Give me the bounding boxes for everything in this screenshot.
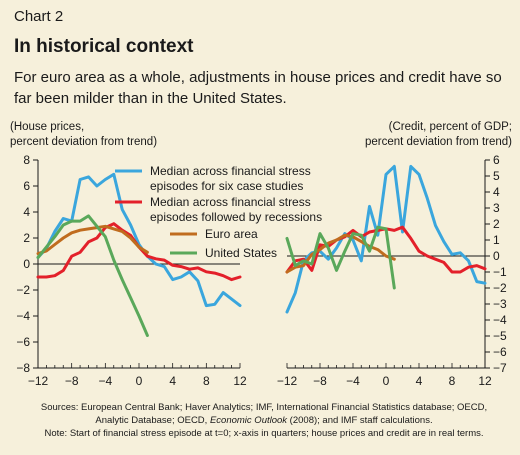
right-axis-title-line1: (Credit, percent of GDP; bbox=[388, 121, 512, 133]
y-tick-label: −1 bbox=[493, 265, 507, 279]
chart-number: Chart 2 bbox=[14, 8, 64, 25]
right-axis-title-line2: percent deviation from trend) bbox=[364, 136, 512, 148]
y-tick-label: −6 bbox=[16, 335, 30, 349]
y-tick-label: 4 bbox=[493, 185, 500, 199]
sources-line1: Sources: European Central Bank; Haver An… bbox=[40, 402, 488, 413]
legend-label-median-recession: Median across financial stress episodes f… bbox=[150, 195, 322, 224]
y-tick-label: −5 bbox=[493, 329, 507, 343]
y-tick-label: −4 bbox=[16, 309, 30, 323]
legend-label-line: episodes for six case studies bbox=[150, 179, 303, 193]
x-tick-label: −8 bbox=[65, 374, 79, 388]
y-tick-label: −3 bbox=[493, 297, 507, 311]
y-tick-label: 6 bbox=[23, 179, 30, 193]
legend-label-line: episodes followed by recessions bbox=[150, 210, 322, 224]
x-tick-label: 4 bbox=[169, 374, 176, 388]
chart-note: Note: Start of financial stress episode … bbox=[44, 428, 484, 439]
y-tick-label: 6 bbox=[493, 153, 500, 167]
chart-title: In historical context bbox=[14, 36, 194, 57]
y-tick-label: 3 bbox=[493, 201, 500, 215]
left-axis-title-line1: (House prices, bbox=[10, 121, 85, 133]
y-tick-label: 0 bbox=[23, 257, 30, 271]
x-tick-label: −4 bbox=[346, 374, 360, 388]
x-tick-label: 8 bbox=[449, 374, 456, 388]
y-tick-label: −7 bbox=[493, 361, 507, 375]
y-tick-label: −4 bbox=[493, 313, 507, 327]
legend-label-line: Euro area bbox=[205, 227, 258, 241]
legend-label-line: United States bbox=[205, 246, 277, 260]
x-tick-label: 12 bbox=[233, 374, 247, 388]
sources-italic: Economic Outlook bbox=[209, 415, 288, 426]
y-tick-label: 8 bbox=[23, 153, 30, 167]
legend-label-line: Median across financial stress bbox=[150, 164, 311, 178]
x-tick-label: 0 bbox=[383, 374, 390, 388]
sources-line2: Analytic Database; OECD, Economic Outloo… bbox=[14, 414, 514, 427]
x-tick-label: −8 bbox=[313, 374, 327, 388]
sources-line2-a: Analytic Database; OECD, bbox=[95, 415, 210, 426]
x-tick-label: −12 bbox=[28, 374, 49, 388]
y-tick-label: −8 bbox=[16, 361, 30, 375]
x-tick-label: 0 bbox=[136, 374, 143, 388]
y-tick-label: 4 bbox=[23, 205, 30, 219]
y-tick-label: 2 bbox=[23, 231, 30, 245]
x-tick-label: −12 bbox=[277, 374, 298, 388]
y-tick-label: −2 bbox=[16, 283, 30, 297]
y-tick-label: 2 bbox=[493, 217, 500, 231]
chart-footer: Sources: European Central Bank; Haver An… bbox=[14, 401, 514, 440]
legend-label-euro-area: Euro area bbox=[205, 227, 258, 241]
x-tick-label: 8 bbox=[203, 374, 210, 388]
series-line-united-states bbox=[285, 225, 396, 290]
x-tick-label: 4 bbox=[416, 374, 423, 388]
series-line-united-states bbox=[36, 214, 149, 337]
y-tick-label: −2 bbox=[493, 281, 507, 295]
legend-label-united-states: United States bbox=[205, 246, 277, 260]
legend-label-median-stress: Median across financial stress episodes f… bbox=[150, 164, 311, 193]
y-tick-label: 5 bbox=[493, 169, 500, 183]
left-axis-title: (House prices, percent deviation from tr… bbox=[10, 120, 157, 150]
x-tick-label: 12 bbox=[478, 374, 492, 388]
series-line-euro-area bbox=[285, 233, 396, 274]
legend-label-line: Median across financial stress bbox=[150, 195, 311, 209]
right-axis-title: (Credit, percent of GDP; percent deviati… bbox=[365, 120, 512, 150]
y-tick-label: 1 bbox=[493, 233, 500, 247]
series-line-euro-area bbox=[36, 224, 149, 256]
sources-line2-b: (2008); and IMF staff calculations. bbox=[287, 415, 433, 426]
x-tick-label: −4 bbox=[98, 374, 112, 388]
y-tick-label: 0 bbox=[493, 249, 500, 263]
chart-subtitle: For euro area as a whole, adjustments in… bbox=[14, 69, 502, 107]
y-tick-label: −6 bbox=[493, 345, 507, 359]
legend: Median across financial stress episodes f… bbox=[115, 164, 322, 260]
left-axis-title-line2: percent deviation from trend) bbox=[10, 136, 158, 148]
